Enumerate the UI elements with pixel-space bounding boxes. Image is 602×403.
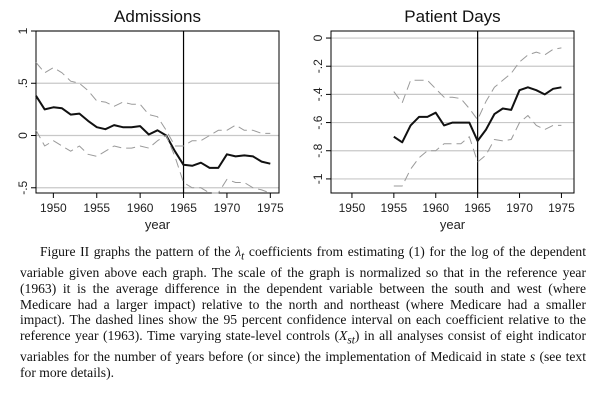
figure-caption: Figure II graphs the pattern of the λt c… — [20, 244, 586, 380]
x-tick-label-5: 1975 — [257, 201, 284, 215]
caption-text-4: (see text for more details). — [20, 349, 586, 380]
x-tick-label-0: 1950 — [339, 201, 366, 215]
caption-text-1: Figure II graphs the pattern of the — [40, 244, 236, 259]
x-axis-label: year — [145, 217, 171, 232]
admissions-panel: 1 .5 0 -.5 1950 1955 1960 1965 1970 1975 Admission… — [16, 7, 284, 232]
caption-s: s — [529, 349, 536, 364]
caption-x: X — [339, 327, 348, 343]
x-tick-label-2: 1960 — [422, 201, 449, 215]
chart-title: Admissions — [114, 7, 201, 26]
patient-days-panel: 0 -.2 -.4 -.6 -.8 -1 1950 1955 1960 1965 1970 1975 P… — [311, 7, 575, 232]
confidence-band-line-1 — [393, 47, 562, 121]
plot-frame — [35, 30, 280, 194]
y-tick-label-0: 0 — [311, 34, 325, 41]
caption-text-2: coefficients from estimating (1) for the… — [20, 244, 586, 343]
y-tick-label-1: .5 — [16, 78, 30, 88]
x-tick-label-4: 1970 — [214, 201, 241, 215]
coefficient-line-0 — [35, 95, 271, 169]
y-tick-label-4: -.8 — [311, 143, 325, 157]
confidence-band-line-2 — [393, 115, 562, 187]
coefficient-line-0 — [393, 86, 562, 144]
caption-x-sub: st — [347, 334, 355, 347]
y-tick-label-3: -.5 — [16, 180, 30, 194]
y-tick-label-5: -1 — [311, 173, 325, 184]
x-tick-label-3: 1965 — [170, 201, 197, 215]
x-axis-label: year — [440, 217, 466, 232]
y-tick-label-2: 0 — [16, 132, 30, 139]
x-tick-label-0: 1950 — [40, 201, 67, 215]
y-tick-label-3: -.6 — [311, 115, 325, 129]
caption-text-3: ) in all analyses consist of eight indic… — [20, 327, 587, 364]
plot-frame — [330, 30, 575, 194]
x-tick-label-4: 1970 — [506, 201, 533, 215]
x-tick-label-5: 1975 — [548, 201, 575, 215]
y-tick-label-1: -.2 — [311, 59, 325, 73]
x-tick-label-2: 1960 — [127, 201, 154, 215]
caption-lambda-sub: t — [241, 250, 245, 263]
confidence-band-line-2 — [35, 130, 271, 194]
caption-lambda: λ — [235, 244, 242, 259]
y-tick-label-0: 1 — [16, 27, 30, 34]
figure: 1 .5 0 -.5 1950 1955 1960 1965 1970 1975 Admission… — [16, 7, 575, 232]
x-tick-label-3: 1965 — [464, 201, 491, 215]
chart-title: Patient Days — [404, 7, 500, 26]
x-tick-label-1: 1955 — [83, 201, 110, 215]
x-tick-label-1: 1955 — [380, 201, 407, 215]
y-tick-label-2: -.4 — [311, 87, 325, 101]
confidence-band-line-1 — [35, 62, 271, 147]
